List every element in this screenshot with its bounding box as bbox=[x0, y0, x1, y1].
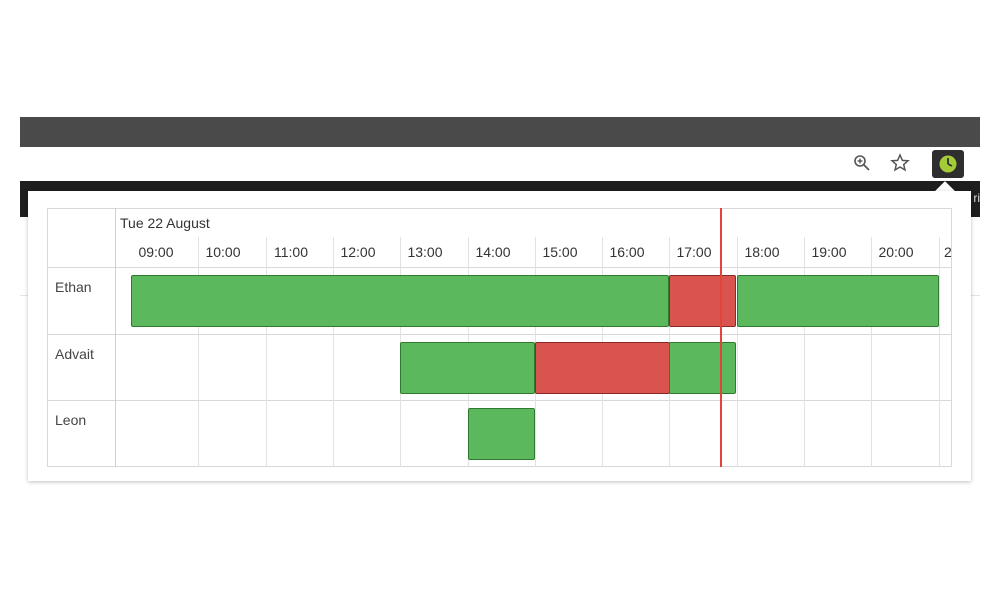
address-bar[interactable] bbox=[20, 147, 980, 182]
clipped-text: ri bbox=[973, 191, 980, 205]
star-icon[interactable] bbox=[888, 151, 912, 175]
scheduler-grid bbox=[47, 208, 952, 467]
hour-label: 20:00 bbox=[878, 244, 914, 260]
hour-divider bbox=[737, 237, 738, 467]
hour-label: 13:00 bbox=[407, 244, 443, 260]
row-divider bbox=[47, 267, 952, 268]
booking-busy-ethan[interactable] bbox=[669, 275, 736, 327]
hour-divider bbox=[198, 237, 199, 467]
resource-label-ethan: Ethan bbox=[55, 279, 92, 295]
hour-label: 12:00 bbox=[340, 244, 376, 260]
hour-label: 18:00 bbox=[744, 244, 780, 260]
current-time-line bbox=[720, 208, 722, 467]
hour-label: 17:00 bbox=[676, 244, 712, 260]
resource-label-advait: Advait bbox=[55, 345, 94, 362]
booking-free-ethan[interactable] bbox=[737, 275, 939, 327]
booking-free-advait[interactable] bbox=[669, 341, 736, 394]
booking-free-leon[interactable] bbox=[468, 408, 535, 460]
label-column-divider bbox=[115, 208, 116, 467]
booking-busy-advait[interactable] bbox=[535, 341, 670, 394]
date-header: Tue 22 August bbox=[120, 215, 210, 231]
hour-label: 11:00 bbox=[274, 244, 308, 260]
row-divider bbox=[47, 333, 952, 335]
booking-free-advait[interactable] bbox=[400, 341, 535, 394]
zoom-icon[interactable] bbox=[850, 151, 874, 175]
hour-label: 15:00 bbox=[542, 244, 578, 260]
hour-divider bbox=[804, 237, 805, 467]
hour-label: 09:00 bbox=[138, 244, 174, 260]
hour-label: 10:00 bbox=[205, 244, 241, 260]
hour-label: 19:00 bbox=[811, 244, 847, 260]
hour-divider bbox=[333, 237, 334, 467]
booking-free-ethan[interactable] bbox=[131, 275, 669, 327]
hour-label: 16:00 bbox=[609, 244, 645, 260]
row-divider bbox=[47, 400, 952, 401]
hour-divider bbox=[871, 237, 872, 467]
clock-extension-icon[interactable] bbox=[932, 150, 964, 178]
hour-divider bbox=[266, 237, 267, 467]
hour-label: 14:00 bbox=[475, 244, 511, 260]
hour-divider bbox=[939, 237, 940, 467]
resource-label-leon: Leon bbox=[55, 412, 87, 428]
browser-tab-strip bbox=[20, 117, 980, 147]
hour-label: 2 bbox=[944, 244, 952, 260]
